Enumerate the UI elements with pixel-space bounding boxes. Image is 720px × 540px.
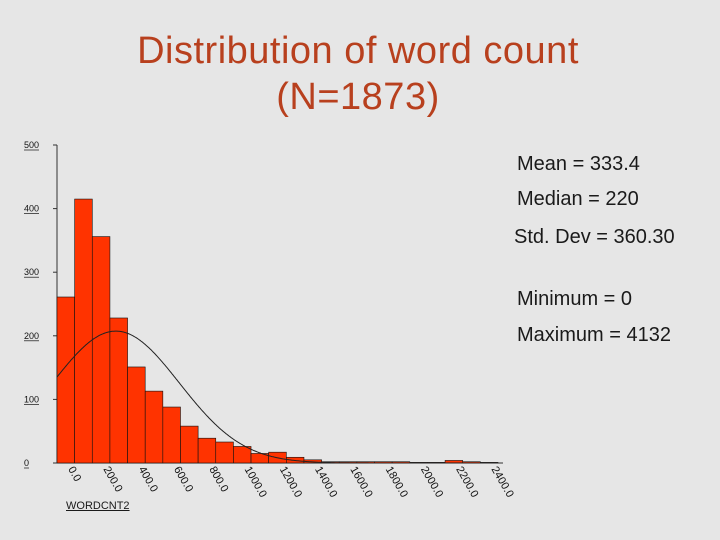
histogram-bar [180,425,199,464]
x-tick-label: 400.0 [136,465,160,495]
stat-median: Median = 220 [517,188,639,210]
histogram-bar [91,236,111,464]
y-tick-label: 400 [24,204,39,214]
stat-maximum: Maximum = 4132 [517,324,671,346]
x-tick-label: 1200.0 [277,465,304,500]
x-tick-label: 800.0 [206,465,230,495]
x-tick-label: 1600.0 [347,465,374,500]
y-tick-label: 300 [24,267,39,277]
histogram-bar [127,366,146,464]
x-tick-label: 0.0 [65,465,83,484]
histogram-bar [74,198,93,464]
histogram-bar [144,390,164,464]
stat-std-dev: Std. Dev = 360.30 [514,226,675,248]
x-tick-label: 2200.0 [453,465,480,500]
x-tick-label: 600.0 [171,465,195,495]
chart-title-line: Distribution of word count [137,30,579,72]
x-tick-labels: 0.0 200.0 400.0 600.0 800.0 1000.0 1200.0 1400.… [65,465,516,500]
normal-curve [56,330,498,464]
y-tick-label: 500 [24,140,39,150]
y-tick-label: 100 [24,394,39,404]
x-axis-label: WORDCNT2 [66,500,130,512]
histogram-bar [233,446,252,464]
x-tick-label: 200.0 [101,465,125,495]
histogram-bar [56,296,75,464]
x-tick-label: 1000.0 [242,465,269,500]
stat-minimum: Minimum = 0 [517,288,633,310]
histogram-bar [215,441,234,464]
x-tick-label: 2000.0 [418,465,445,500]
chart-title: Distribution of word count (N=1873) [0,28,716,120]
bars [56,198,499,464]
stat-mean: Mean = 333.4 [517,153,640,175]
histogram-bar [197,437,217,464]
x-tick-label: 1800.0 [383,465,410,500]
histogram-bar [162,406,181,464]
x-tick-label: 2400.0 [489,465,516,500]
y-tick-label: 0 [24,458,29,468]
y-tick-label: 200 [24,331,39,341]
normal-curve-group [56,330,498,464]
chart-subtitle: (N=1873) [276,76,440,118]
histogram-bar [109,317,128,464]
x-tick-label: 1400.0 [312,465,339,500]
